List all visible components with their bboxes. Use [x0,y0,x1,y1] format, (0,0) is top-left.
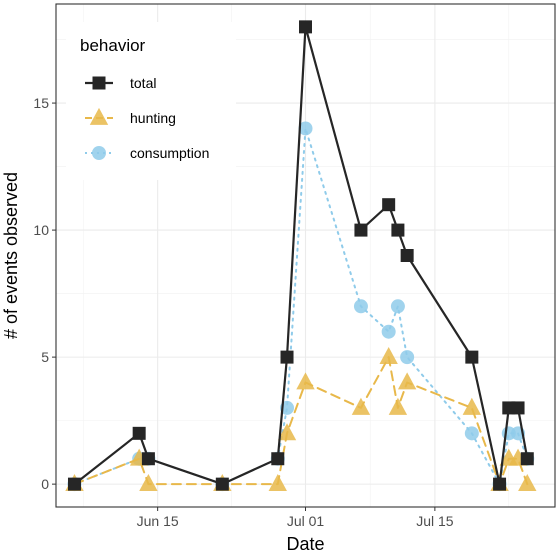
data-point-consumption [464,426,479,441]
data-point-total [493,477,507,491]
legend-label-consumption: consumption [130,145,209,161]
data-point-total [520,452,534,466]
y-tick-label: 0 [41,476,49,492]
data-point-consumption [390,299,405,314]
data-point-hunting [518,474,537,492]
data-point-total [354,223,368,237]
legend-label-total: total [130,75,156,91]
data-point-total [271,452,285,466]
data-point-hunting [351,397,371,415]
data-point-hunting [397,372,417,390]
data-point-hunting [296,372,315,390]
data-point-total [465,350,479,364]
legend-marker-consumption [92,146,106,160]
legend-item-consumption: consumption [82,136,209,170]
x-axis-title: Date [286,534,324,554]
data-point-total [511,401,525,415]
data-point-hunting [388,397,408,415]
legend-title: behavior [80,36,146,55]
data-point-total [400,249,414,262]
x-tick-label: Jul 15 [416,513,454,529]
data-point-total [299,20,312,34]
data-point-hunting [268,474,287,492]
legend-item-hunting: hunting [82,101,176,135]
data-point-total [141,452,155,466]
y-tick-label: 10 [33,222,49,238]
panel-border [55,3,556,508]
y-tick-label: 5 [41,349,49,365]
data-point-consumption [353,299,368,314]
series-line-total [73,25,529,486]
data-point-consumption [298,121,313,136]
y-axis-title: # of events observed [1,172,21,339]
x-tick-label: Jun 15 [137,513,179,529]
legend-marker-hunting [89,107,109,125]
legend-marker-total [92,76,106,90]
data-point-total [391,223,405,237]
data-point-total [280,350,294,364]
data-point-hunting [462,397,482,415]
data-point-total [215,477,229,491]
legend: behavior total hunting consumption [66,22,236,180]
x-tick-label: Jul 01 [287,513,325,529]
series-total [67,20,534,491]
data-point-total [382,198,396,212]
series-line-hunting [73,356,529,486]
data-point-total [132,426,146,440]
data-point-consumption [400,350,415,365]
data-point-hunting [139,474,158,492]
data-point-hunting [277,423,297,441]
data-point-hunting [379,346,398,365]
axes: Jun 15 Jul 01 Jul 15 0 5 10 15 Date # of events … [1,3,556,554]
data-point-total [67,477,81,491]
data-point-consumption [381,324,396,339]
series-layer [65,20,537,492]
y-tick-label: 15 [33,95,49,111]
legend-label-hunting: hunting [130,110,176,126]
legend-item-total: total [82,66,156,100]
